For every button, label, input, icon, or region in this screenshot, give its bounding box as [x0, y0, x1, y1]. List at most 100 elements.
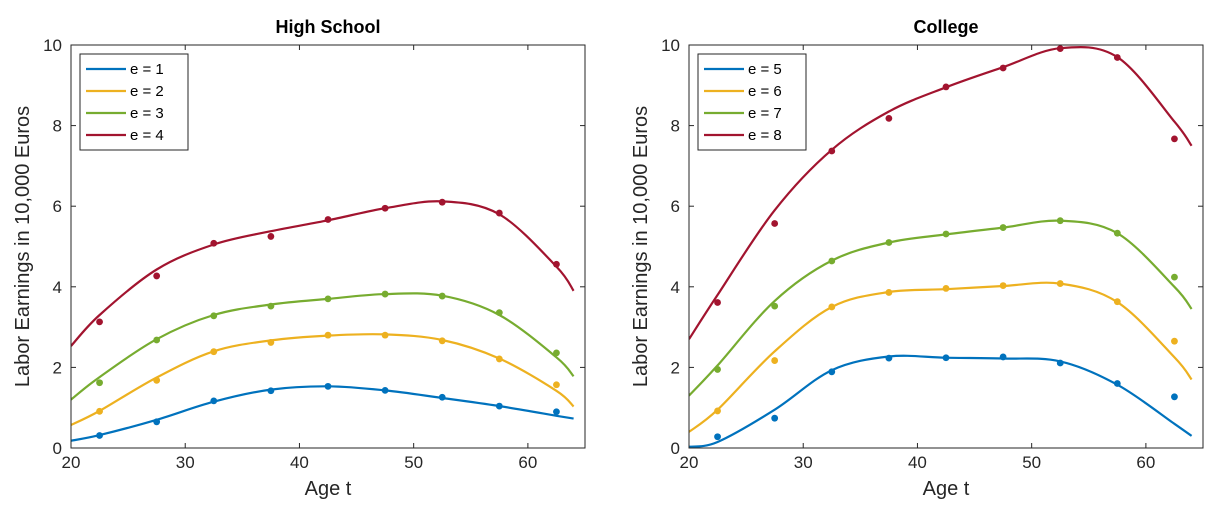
legend-entry-label: e = 3	[130, 105, 164, 122]
series-1	[71, 382, 574, 442]
axes-box	[70, 44, 586, 449]
x-tick-label: 40	[908, 453, 927, 472]
data-point	[381, 331, 389, 339]
x-axis-label: Age t	[305, 478, 352, 500]
legend-entry-label: e = 8	[748, 127, 782, 144]
series-3	[689, 217, 1193, 397]
data-point	[771, 414, 779, 422]
data-point	[438, 292, 446, 300]
data-point	[495, 209, 503, 217]
data-point	[153, 418, 161, 426]
data-point	[885, 114, 893, 122]
y-tick-label: 0	[53, 439, 62, 458]
y-tick-label: 2	[53, 358, 62, 377]
data-point	[828, 147, 836, 155]
data-point	[1056, 280, 1064, 287]
series-2	[689, 280, 1193, 433]
legend-entry-label: e = 7	[748, 105, 782, 122]
y-tick-label: 8	[671, 117, 680, 136]
data-point	[1113, 298, 1121, 306]
data-point	[267, 339, 275, 346]
data-point	[381, 290, 389, 298]
data-point	[942, 354, 950, 362]
data-point	[714, 299, 721, 306]
legend-entry-label: e = 6	[748, 83, 782, 100]
data-point	[942, 285, 950, 292]
data-point	[210, 397, 218, 405]
x-tick-label: 30	[176, 453, 195, 472]
x-tick-label: 50	[1022, 453, 1041, 472]
data-point	[714, 366, 721, 373]
x-tick-label: 30	[794, 453, 813, 472]
legend: e = 5 e = 6 e = 7 e = 8	[697, 53, 807, 151]
panel-college: 20 30 40 50 60 0 2 4 6 8 10 College Age t Labor Earni…	[630, 17, 1204, 500]
y-axis-label: Labor Earnings in 10,000 Euros	[630, 106, 652, 387]
data-point	[771, 220, 779, 227]
data-point	[438, 198, 446, 206]
data-point	[828, 368, 836, 376]
data-point	[714, 433, 721, 441]
y-tick-label: 4	[671, 278, 680, 297]
series-2	[71, 331, 575, 426]
data-point	[1171, 393, 1178, 401]
y-tick-label: 10	[661, 36, 680, 55]
data-point	[1171, 273, 1178, 281]
chart-title-high-school: High School	[276, 17, 381, 37]
y-tick-label: 6	[53, 197, 62, 216]
data-point	[495, 355, 503, 363]
y-tick-label: 2	[671, 358, 680, 377]
x-tick-label: 60	[1136, 453, 1155, 472]
data-point	[553, 408, 560, 416]
data-point	[1113, 54, 1121, 61]
y-tick-label: 4	[53, 278, 62, 297]
data-point	[1056, 217, 1064, 225]
legend-entry-label: e = 2	[130, 83, 164, 100]
data-point	[210, 348, 218, 356]
data-point	[210, 239, 218, 247]
y-tick-label: 10	[43, 36, 62, 55]
data-point	[153, 376, 161, 384]
legend-entry-label: e = 4	[130, 127, 164, 144]
x-tick-label: 50	[404, 453, 423, 472]
data-point	[495, 309, 503, 316]
series-4	[689, 45, 1193, 340]
data-point	[324, 382, 332, 390]
y-tick-label: 6	[671, 197, 680, 216]
data-point	[324, 295, 332, 303]
data-point	[553, 349, 560, 357]
data-point	[999, 64, 1007, 72]
data-point	[267, 302, 275, 310]
x-tick-label: 60	[518, 453, 537, 472]
data-point	[1171, 337, 1178, 345]
y-axis-label: Labor Earnings in 10,000 Euros	[12, 106, 34, 387]
series-1	[689, 353, 1193, 448]
data-point	[885, 354, 893, 362]
x-tick-label: 20	[680, 453, 699, 472]
data-point	[96, 432, 103, 439]
data-point	[1056, 45, 1064, 53]
data-point	[1113, 229, 1121, 237]
data-point	[828, 257, 836, 265]
data-point	[553, 260, 560, 268]
data-point	[885, 289, 893, 296]
data-point	[153, 336, 161, 344]
x-axis-label: Age t	[923, 478, 970, 500]
data-point	[381, 386, 389, 394]
data-point	[324, 331, 332, 339]
data-point	[999, 224, 1007, 231]
data-point	[381, 204, 389, 212]
data-point	[553, 381, 560, 389]
data-point	[267, 233, 275, 240]
data-point	[999, 282, 1007, 289]
data-point	[942, 230, 950, 238]
series-4	[71, 198, 575, 347]
data-point	[324, 216, 332, 223]
y-tick-label: 0	[671, 439, 680, 458]
series-line	[689, 45, 1193, 340]
axes-box	[688, 44, 1204, 449]
data-point	[771, 357, 779, 364]
x-tick-label: 40	[290, 453, 309, 472]
data-point	[942, 83, 950, 91]
data-point	[96, 407, 103, 415]
